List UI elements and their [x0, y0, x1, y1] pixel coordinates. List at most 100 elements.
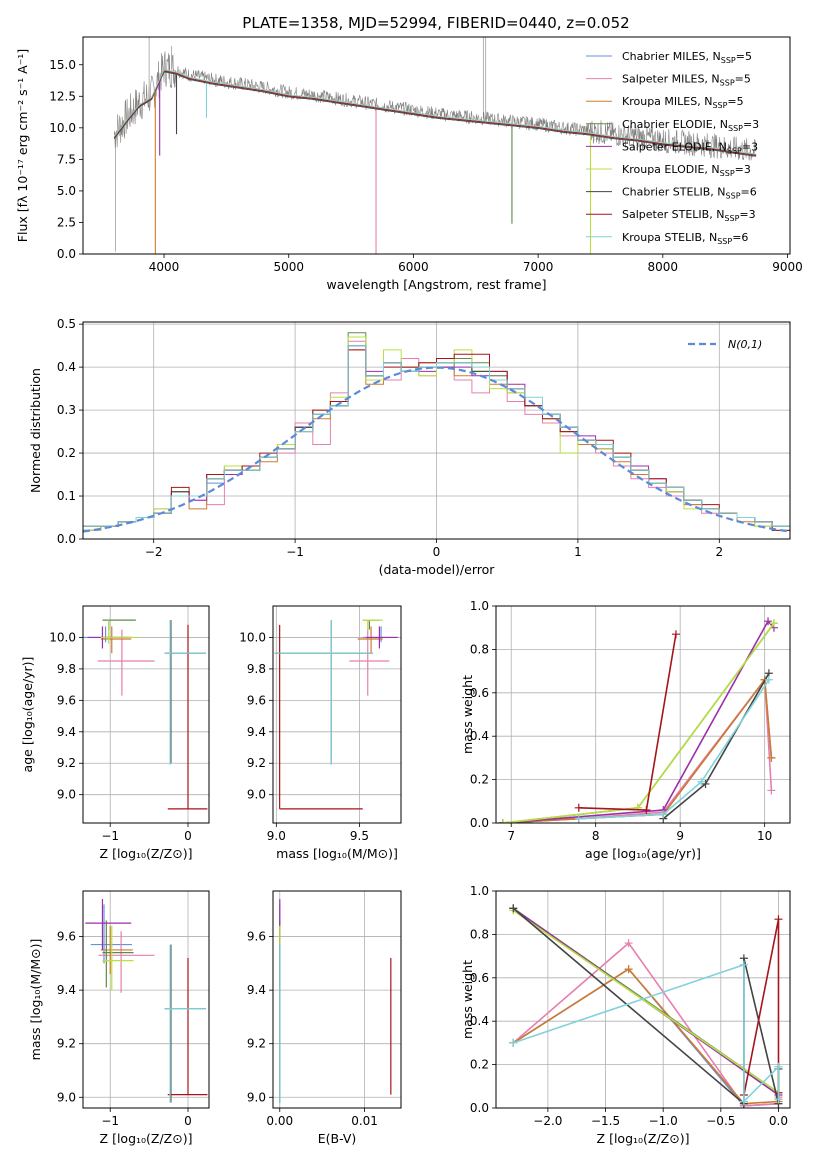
x-tick-label: −1	[286, 545, 304, 559]
mass-weight-series-line	[512, 941, 780, 1107]
mass-weight-series-line	[502, 622, 775, 823]
legend-entry-text: Salpeter MILES, N	[622, 73, 720, 86]
x-tick-label: 9	[676, 829, 684, 843]
x-tick-label: 0	[433, 545, 441, 559]
mass-weight-point-marker	[671, 630, 680, 639]
y-tick-label: 10.0	[239, 630, 266, 644]
y-tick-label: 0.6	[470, 686, 489, 700]
mass-weight-series-line	[502, 677, 773, 823]
legend-normal-label: N(0,1)	[728, 338, 762, 351]
legend-entry-label: Salpeter STELIB, NSSP=3	[622, 208, 756, 223]
x-tick-label: 2	[715, 545, 723, 559]
plot-area	[498, 617, 778, 823]
mass-weight-point-marker	[697, 777, 706, 786]
y-tick-label: 9.6	[57, 693, 76, 707]
axes-age-vs-mass: 9.0 9.5 9.0 9.2 9.4 9.6 9.8 10.0 mass [log₁₀(M/M…	[239, 605, 402, 861]
legend-entry-tail: =6	[741, 186, 757, 199]
y-tick-label: 9.6	[247, 693, 266, 707]
x-tick-label: −1.5	[591, 1114, 620, 1128]
y-tick-label: 9.4	[247, 725, 266, 739]
legend-entry-subscript: SSP	[724, 214, 739, 223]
x-tick-label: −1	[101, 829, 119, 843]
y-tick-label: 0.4	[470, 1014, 489, 1028]
plot-area	[113, 37, 757, 254]
legend-entry-text: Salpeter ELODIE, N	[622, 140, 727, 153]
legend-entry-tail: =3	[739, 208, 755, 221]
y-tick-label: 0.0	[470, 816, 489, 830]
y-tick-label: 10.0	[49, 630, 76, 644]
legend-entry-subscript: SSP	[720, 79, 735, 88]
axes-mass-weight-vs-age: 7 8 9 10 0.0 0.2 0.4 0.6 0.8 1.0 age [log₁₀(age/yr…	[460, 599, 791, 861]
model-spectrum-line	[113, 71, 757, 157]
legend-entry-label: Kroupa ELODIE, NSSP=3	[622, 163, 751, 178]
mass-weight-series-line	[502, 677, 773, 823]
y-tick-label: 0.6	[470, 971, 489, 985]
x-tick-label: 5000	[273, 260, 304, 274]
x-tick-label: 9.5	[350, 829, 369, 843]
plot-area	[279, 899, 392, 1103]
plot-area	[83, 619, 208, 810]
x-tick-label: 4000	[149, 260, 180, 274]
x-tick-label: 0.00	[266, 1114, 293, 1128]
mass-weight-point-marker	[574, 814, 583, 823]
axes-frame	[82, 890, 210, 1109]
legend-entry-tail: =5	[727, 95, 743, 108]
y-tick-label: 1.0	[470, 884, 489, 898]
x-tick-label: 10	[757, 829, 772, 843]
axes-frame	[82, 321, 791, 540]
mass-weight-series-line	[513, 963, 780, 1104]
mass-weight-point-marker	[624, 965, 633, 974]
y-tick-label: 5.0	[57, 184, 76, 198]
x-tick-label: −1.0	[649, 1114, 678, 1128]
x-tick-label: 0	[184, 1114, 192, 1128]
y-tick-label: 2.5	[57, 215, 76, 229]
x-axis-label: Z [log₁₀(Z/Z⊙)]	[597, 1131, 690, 1146]
axes-frame	[82, 36, 791, 255]
legend-entry-tail: =6	[732, 231, 748, 244]
y-axis-label: Normed distribution	[28, 368, 43, 493]
mass-weight-series-line	[743, 919, 780, 1096]
x-tick-label: 7000	[523, 260, 554, 274]
y-tick-label: 0.5	[57, 317, 76, 331]
x-tick-label: 9.0	[267, 829, 286, 843]
mass-weight-point-marker	[764, 675, 773, 684]
axes-residuals: −2 −1 0 1 2 0.0 0.1 0.2 0.3 0.4 0.5 (data-model)/er…	[28, 317, 791, 577]
x-tick-label: 7	[507, 829, 515, 843]
mass-weight-point-marker	[642, 805, 651, 814]
y-tick-label: 9.4	[247, 983, 266, 997]
y-tick-label: 0.2	[470, 773, 489, 787]
y-tick-label: 9.2	[57, 1037, 76, 1051]
legend-entry-subscript: SSP	[720, 169, 735, 178]
y-tick-label: 9.0	[247, 788, 266, 802]
mass-weight-point-marker	[659, 810, 668, 819]
x-tick-label: −2	[145, 545, 163, 559]
legend-entry-text: Salpeter STELIB, N	[622, 208, 724, 221]
y-axis-label: mass weight	[460, 675, 475, 754]
model-spectrum-line	[113, 70, 757, 156]
x-tick-label: 0.0	[769, 1114, 788, 1128]
legend-entry-subscript: SSP	[727, 146, 742, 155]
legend-entry-text: Kroupa STELIB, N	[622, 231, 717, 244]
x-tick-label: 8	[592, 829, 600, 843]
legend-entry-tail: =3	[743, 118, 759, 131]
x-tick-label: 6000	[398, 260, 429, 274]
y-tick-label: 9.0	[57, 1090, 76, 1104]
y-tick-label: 7.5	[57, 152, 76, 166]
plot-area	[83, 332, 790, 539]
mass-weight-point-marker	[509, 904, 518, 913]
y-axis-label: mass weight	[460, 960, 475, 1039]
mass-weight-point-marker	[774, 915, 783, 924]
observed-spectrum-line	[113, 51, 757, 161]
axes-mass-weight-vs-Z: −2.0 −1.5 −1.0 −0.5 0.0 0.0 0.2 0.4 0.6 0.8 1.0 Z […	[460, 884, 791, 1146]
legend-entry-subscript: SSP	[712, 101, 727, 110]
x-tick-label: 9000	[772, 260, 803, 274]
legend-entry-label: Chabrier ELODIE, NSSP=3	[622, 118, 759, 133]
axes-age-vs-Z: −1 0 9.0 9.2 9.4 9.6 9.8 10.0 Z [log₁₀(Z/Z⊙)] age…	[20, 605, 210, 861]
axes-frame	[495, 890, 791, 1109]
y-tick-label: 9.0	[247, 1090, 266, 1104]
x-axis-label: Z [log₁₀(Z/Z⊙)]	[100, 846, 193, 861]
mass-weight-series-line	[512, 968, 780, 1105]
legend-entry-text: Kroupa MILES, N	[622, 95, 712, 108]
plot-area	[274, 619, 398, 810]
